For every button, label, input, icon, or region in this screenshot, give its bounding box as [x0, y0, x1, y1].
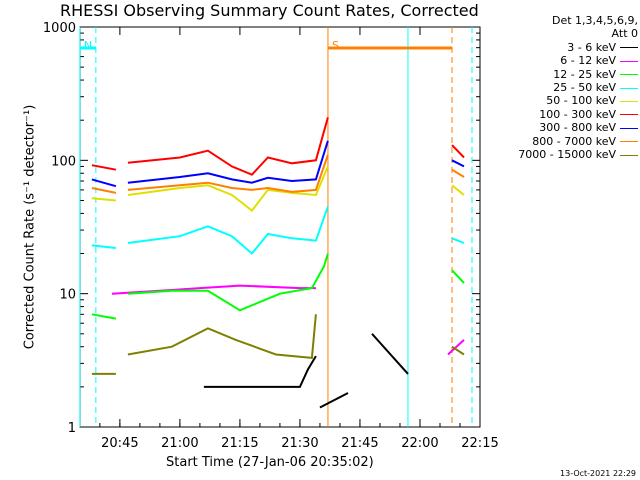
series-line: [91, 187, 117, 194]
legend-header-line-1: Det 1,3,4,5,6,9,: [551, 14, 638, 27]
legend-swatch: [620, 100, 638, 102]
x-tick-label: 22:00: [401, 436, 438, 451]
legend-entry-label: 12 - 25 keV: [553, 67, 616, 81]
legend-entry-label: 50 - 100 keV: [546, 94, 616, 108]
legend-entry-label: 7000 - 15000 keV: [518, 148, 616, 162]
timestamp: 13-Oct-2021 22:29: [560, 469, 636, 478]
x-tick-label: 21:45: [341, 436, 378, 451]
x-tick-label: 21:00: [161, 436, 198, 451]
legend-swatch: [620, 154, 638, 156]
series-line: [91, 178, 117, 188]
legend-swatch: [620, 74, 638, 76]
series-line: [451, 144, 465, 159]
legend: Det 1,3,4,5,6,9, Att 0 3 - 6 keV 6 - 12 k…: [484, 14, 638, 161]
x-axis-label: Start Time (27-Jan-06 20:35:02): [166, 455, 374, 470]
legend-swatch: [620, 127, 638, 129]
series-line: [91, 244, 117, 249]
y-tick-label: 100: [51, 154, 76, 169]
y-axis-label: Corrected Count Rate (s⁻¹ detector⁻¹): [22, 104, 38, 350]
series-line: [451, 269, 465, 284]
series-line: [127, 154, 329, 193]
series-line: [127, 206, 329, 255]
x-tick-label: 20:45: [101, 436, 138, 451]
series-line: [91, 164, 117, 171]
legend-entry: 7000 - 15000 keV: [484, 148, 638, 161]
legend-entry: 800 - 7000 keV: [484, 135, 638, 148]
x-tick-label: 22:15: [461, 436, 498, 451]
series-line: [203, 355, 317, 388]
y-tick-label: 10: [59, 288, 76, 303]
series-line: [127, 166, 329, 213]
legend-header-line-2: Att 0: [611, 27, 638, 41]
series-line: [91, 197, 116, 202]
legend-entries: 3 - 6 keV 6 - 12 keV 12 - 25 keV 25 - 50 ke…: [484, 41, 638, 162]
legend-entry-label: 300 - 800 keV: [539, 121, 616, 135]
flag-label: N: [84, 39, 92, 52]
series-line: [451, 159, 465, 168]
legend-entry-label: 6 - 12 keV: [560, 54, 616, 68]
legend-swatch: [620, 141, 638, 143]
series-line: [127, 140, 329, 184]
series-line: [319, 392, 349, 409]
legend-entry-label: 3 - 6 keV: [567, 40, 616, 54]
legend-swatch: [620, 87, 638, 89]
series-line: [127, 253, 329, 312]
plot-frame: [79, 26, 481, 428]
y-tick-label: 1000: [43, 21, 76, 36]
legend-entry: 12 - 25 keV: [484, 68, 638, 81]
legend-swatch: [620, 60, 638, 62]
legend-swatch: [620, 47, 638, 49]
legend-entry-label: 100 - 300 keV: [539, 107, 616, 121]
y-tick-label: 1: [68, 421, 76, 436]
series-line: [451, 184, 465, 196]
legend-entry-label: 800 - 7000 keV: [532, 134, 616, 148]
series-line: [91, 313, 117, 320]
series-line: [447, 339, 465, 356]
legend-swatch: [620, 114, 638, 116]
legend-entry: 3 - 6 keV: [484, 41, 638, 54]
legend-entry: 25 - 50 keV: [484, 81, 638, 94]
series-line: [371, 333, 409, 375]
flag-label: S: [332, 39, 339, 52]
legend-entry-label: 25 - 50 keV: [553, 81, 616, 95]
series-line: [451, 237, 465, 244]
x-tick-label: 21:15: [221, 436, 258, 451]
series-line: [127, 314, 317, 359]
series-line: [451, 345, 465, 356]
chart-title: RHESSI Observing Summary Count Rates, Co…: [60, 1, 479, 20]
series-line: [127, 117, 329, 176]
legend-entry: 6 - 12 keV: [484, 54, 638, 67]
legend-entry: 300 - 800 keV: [484, 121, 638, 134]
legend-entry: 50 - 100 keV: [484, 94, 638, 107]
series-line: [451, 168, 465, 178]
x-tick-label: 21:30: [281, 436, 318, 451]
legend-entry: 100 - 300 keV: [484, 108, 638, 121]
